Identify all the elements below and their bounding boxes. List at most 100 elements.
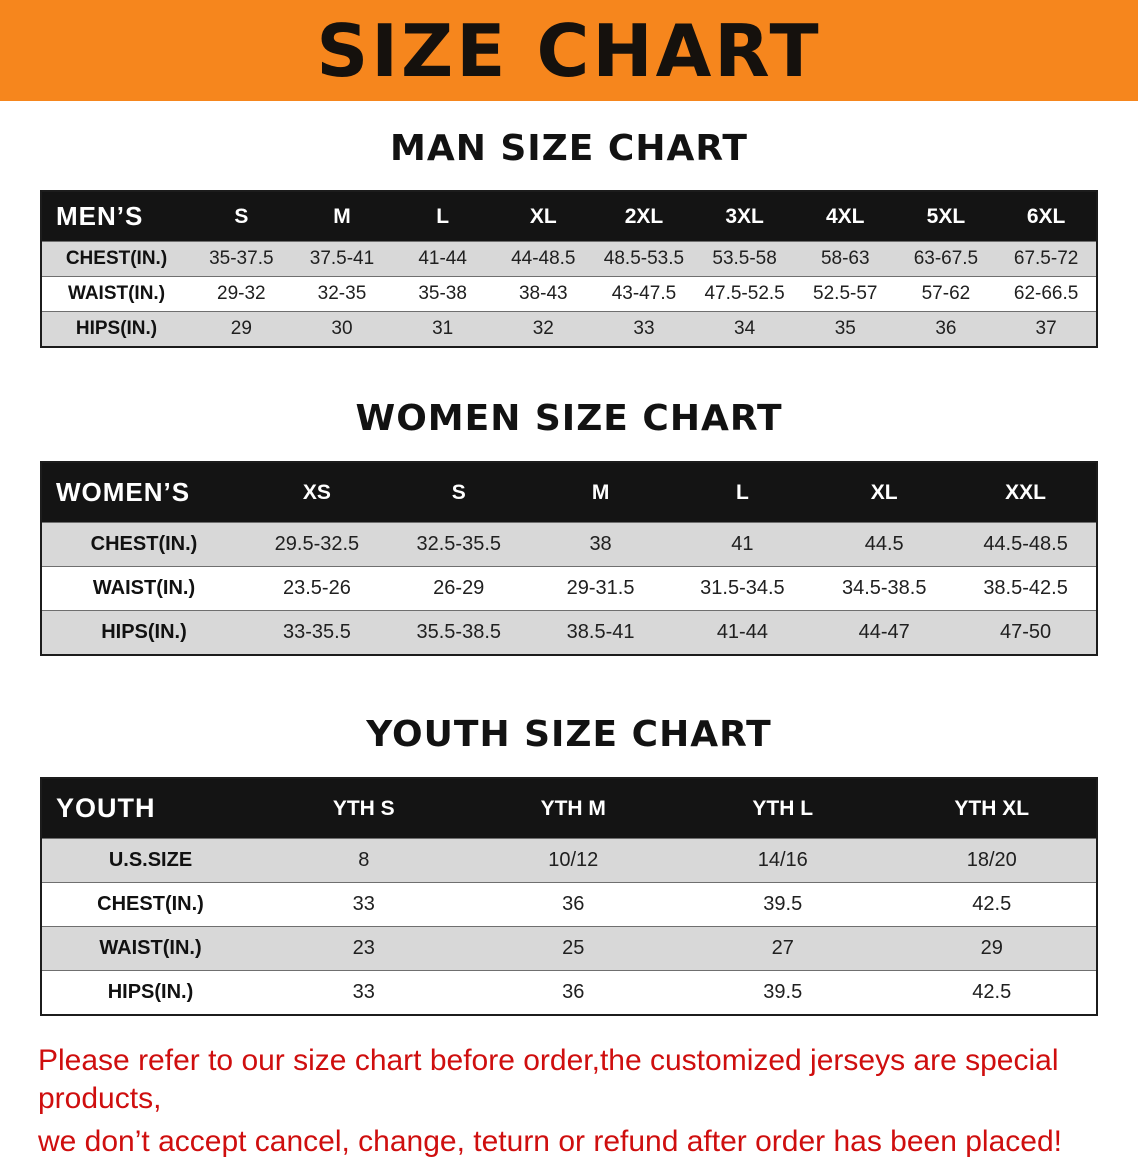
table-row: U.S.SIZE 8 10/12 14/16 18/20 bbox=[41, 838, 1097, 883]
size-value-cell: 31.5-34.5 bbox=[700, 577, 785, 599]
size-value-cell: 63-67.5 bbox=[913, 248, 979, 269]
size-value-cell: 29.5-32.5 bbox=[274, 533, 360, 555]
youth-size-chart-title: YOUTH SIZE CHART bbox=[366, 714, 772, 755]
size-value-cell: 36 bbox=[562, 981, 585, 1003]
size-column-header: XL bbox=[813, 462, 956, 523]
size-value-cell: 38-43 bbox=[518, 283, 568, 304]
table-row: CHEST(IN.) 35-37.5 37.5-41 41-44 44-48.5 48.5… bbox=[41, 241, 1097, 277]
size-value-cell: 27 bbox=[771, 937, 794, 959]
table-label-header: YOUTH bbox=[41, 778, 259, 839]
size-value-cell: 29-31.5 bbox=[566, 577, 635, 599]
size-value-cell: 33 bbox=[352, 981, 375, 1003]
row-label-cell: CHEST(IN.) bbox=[97, 893, 204, 915]
size-value-cell: 42.5 bbox=[972, 893, 1012, 915]
size-column-header: 2XL bbox=[593, 191, 695, 242]
size-value-cell: 58-63 bbox=[820, 248, 870, 269]
size-value-cell: 37 bbox=[1035, 318, 1057, 339]
row-label-cell: WAIST(IN.) bbox=[99, 937, 202, 959]
size-column-header: YTH S bbox=[259, 778, 469, 839]
row-label-cell: WAIST(IN.) bbox=[92, 577, 196, 599]
row-label-cell: CHEST(IN.) bbox=[65, 248, 168, 269]
size-column-header: XS bbox=[246, 462, 388, 523]
size-column-header: M bbox=[291, 191, 393, 242]
size-value-cell: 33 bbox=[352, 893, 375, 915]
size-value-cell: 34.5-38.5 bbox=[841, 577, 927, 599]
size-column-header: 5XL bbox=[895, 191, 997, 242]
table-row: HIPS(IN.) 33-35.5 35.5-38.5 38.5-41 41-44 44-… bbox=[41, 610, 1097, 655]
size-value-cell: 35-38 bbox=[418, 283, 467, 304]
table-label-header: WOMEN’S bbox=[41, 462, 246, 523]
table-header-row: MEN’S S M L XL 2XL 3XL 4XL 5XL 6XL bbox=[41, 191, 1097, 242]
size-value-cell: 35-37.5 bbox=[209, 248, 274, 269]
size-column-header: XL bbox=[492, 191, 594, 242]
page-title: SIZE CHART bbox=[316, 8, 822, 93]
size-value-cell: 35 bbox=[834, 318, 856, 339]
size-value-cell: 47.5-52.5 bbox=[704, 283, 785, 304]
size-value-cell: 35.5-38.5 bbox=[416, 621, 501, 643]
size-value-cell: 44-47 bbox=[858, 621, 910, 643]
size-value-cell: 29-32 bbox=[217, 283, 266, 304]
size-value-cell: 41 bbox=[731, 533, 754, 555]
table-header-row: WOMEN’S XS S M L XL XXL bbox=[41, 462, 1097, 523]
size-value-cell: 29 bbox=[980, 937, 1003, 959]
size-column-header: L bbox=[392, 191, 493, 242]
size-value-cell: 23.5-26 bbox=[282, 577, 351, 599]
women-size-table: WOMEN’S XS S M L XL XXL CHEST(IN.) 29.5-32.5 32.5… bbox=[40, 461, 1098, 656]
size-value-cell: 44-48.5 bbox=[511, 248, 576, 269]
table-row: CHEST(IN.) 33 36 39.5 42.5 bbox=[41, 882, 1097, 927]
size-value-cell: 39.5 bbox=[763, 893, 803, 915]
row-label-cell: HIPS(IN.) bbox=[75, 318, 158, 339]
table-row: HIPS(IN.) 29 30 31 32 33 34 35 36 37 bbox=[41, 311, 1097, 347]
table-row: WAIST(IN.) 23 25 27 29 bbox=[41, 926, 1097, 971]
man-size-chart-section: MAN SIZE CHART MEN’S S M L XL 2XL 3XL 4XL 5XL 6XL… bbox=[0, 128, 1138, 348]
row-label-cell: HIPS(IN.) bbox=[107, 981, 194, 1003]
banner: SIZE CHART bbox=[0, 0, 1138, 101]
table-row: HIPS(IN.) 33 36 39.5 42.5 bbox=[41, 970, 1097, 1015]
size-value-cell: 52.5-57 bbox=[813, 283, 878, 304]
size-value-cell: 23 bbox=[352, 937, 375, 959]
size-value-cell: 44.5 bbox=[864, 533, 904, 555]
women-size-chart-title: WOMEN SIZE CHART bbox=[355, 398, 783, 439]
youth-size-table: YOUTH YTH S YTH M YTH L YTH XL U.S.SIZE 8 10/12… bbox=[40, 777, 1098, 1016]
size-value-cell: 43-47.5 bbox=[611, 283, 677, 304]
table-label-header: MEN’S bbox=[41, 191, 191, 242]
size-value-cell: 37.5-41 bbox=[309, 248, 375, 269]
size-value-cell: 32.5-35.5 bbox=[416, 533, 501, 555]
size-value-cell: 26-29 bbox=[433, 577, 485, 599]
man-size-chart-title: MAN SIZE CHART bbox=[390, 128, 748, 169]
disclaimer: Please refer to our size chart before or… bbox=[0, 1042, 1138, 1161]
size-value-cell: 34 bbox=[734, 318, 756, 339]
size-value-cell: 41-44 bbox=[716, 621, 768, 643]
size-column-header: M bbox=[529, 462, 672, 523]
table-row: WAIST(IN.) 29-32 32-35 35-38 38-43 43-47.5 47.… bbox=[41, 276, 1097, 312]
size-value-cell: 33 bbox=[633, 318, 655, 339]
size-value-cell: 47-50 bbox=[999, 621, 1052, 643]
size-column-header: XXL bbox=[955, 462, 1097, 523]
row-label-cell: HIPS(IN.) bbox=[101, 621, 187, 643]
youth-size-chart-section: YOUTH SIZE CHART YOUTH YTH S YTH M YTH L YTH… bbox=[0, 714, 1138, 1016]
size-value-cell: 38.5-41 bbox=[566, 621, 635, 643]
size-value-cell: 41-44 bbox=[418, 248, 467, 269]
size-value-cell: 48.5-53.5 bbox=[603, 248, 685, 269]
size-value-cell: 32-35 bbox=[317, 283, 367, 304]
size-value-cell: 67.5-72 bbox=[1013, 248, 1079, 269]
size-value-cell: 39.5 bbox=[763, 981, 803, 1003]
size-column-header: YTH XL bbox=[887, 778, 1097, 839]
man-size-table: MEN’S S M L XL 2XL 3XL 4XL 5XL 6XL CHEST(IN.) 35-37… bbox=[40, 190, 1098, 348]
women-size-chart-section: WOMEN SIZE CHART WOMEN’S XS S M L XL XXL CHEST(… bbox=[0, 398, 1138, 656]
row-label-cell: U.S.SIZE bbox=[108, 849, 193, 871]
size-column-header: YTH L bbox=[678, 778, 888, 839]
size-column-header: YTH M bbox=[468, 778, 678, 839]
size-value-cell: 29 bbox=[230, 318, 252, 339]
charts-container: MAN SIZE CHART MEN’S S M L XL 2XL 3XL 4XL 5XL 6XL… bbox=[0, 128, 1138, 1016]
row-label-cell: CHEST(IN.) bbox=[90, 533, 198, 555]
row-label-cell: WAIST(IN.) bbox=[67, 283, 166, 304]
table-row: WAIST(IN.) 23.5-26 26-29 29-31.5 31.5-34.5 34… bbox=[41, 566, 1097, 611]
size-value-cell: 42.5 bbox=[972, 981, 1012, 1003]
size-value-cell: 36 bbox=[935, 318, 957, 339]
size-value-cell: 10/12 bbox=[548, 849, 599, 871]
disclaimer-line-2: we don’t accept cancel, change, teturn o… bbox=[38, 1125, 1062, 1158]
size-value-cell: 62-66.5 bbox=[1013, 283, 1079, 304]
size-value-cell: 14/16 bbox=[757, 849, 808, 871]
